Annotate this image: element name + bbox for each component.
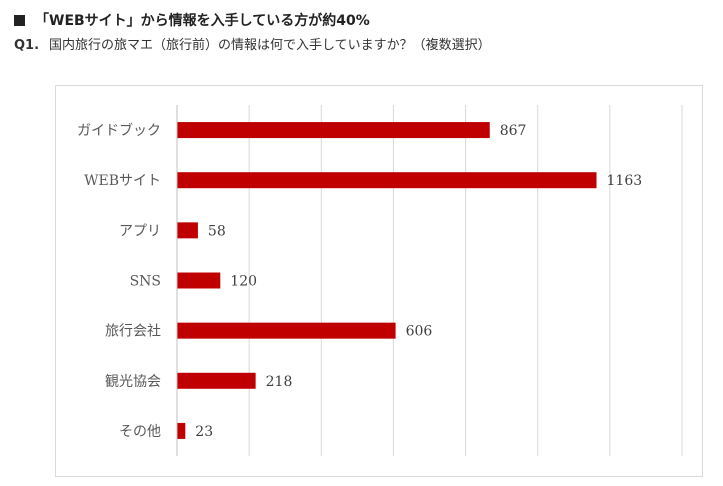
bar: [177, 372, 256, 389]
question-number: Q1.: [14, 38, 40, 53]
data-label: 218: [266, 374, 293, 390]
category-label: SNS: [130, 274, 161, 290]
headline: 「WEBサイト」から情報を入手している方が約40%: [14, 10, 370, 30]
data-label: 120: [230, 274, 257, 290]
bar: [177, 222, 198, 239]
category-label: WEBサイト: [84, 173, 161, 189]
question: Q1. 国内旅行の旅マエ（旅行前）の情報は何で入手していますか？（複数選択）: [14, 34, 491, 53]
bar: [177, 422, 186, 439]
bar: [177, 272, 221, 289]
data-label: 23: [195, 424, 213, 440]
data-label: 58: [208, 223, 226, 239]
bar: [177, 322, 396, 339]
category-label: アプリ: [119, 223, 161, 239]
bar: [177, 172, 597, 189]
square-bullet-icon: [14, 15, 25, 26]
question-text: 国内旅行の旅マエ（旅行前）の情報は何で入手していますか？（複数選択）: [49, 38, 491, 53]
chart-frame: [55, 85, 703, 477]
data-label: 1163: [607, 173, 643, 189]
category-label: 観光協会: [105, 373, 161, 390]
category-label: 旅行会社: [105, 324, 161, 340]
data-label: 867: [500, 123, 527, 139]
headline-text: 「WEBサイト」から情報を入手している方が約40%: [35, 13, 370, 29]
data-label: 606: [406, 324, 433, 340]
category-label: その他: [119, 424, 161, 440]
category-label: ガイドブック: [77, 122, 161, 139]
bar: [177, 122, 490, 139]
